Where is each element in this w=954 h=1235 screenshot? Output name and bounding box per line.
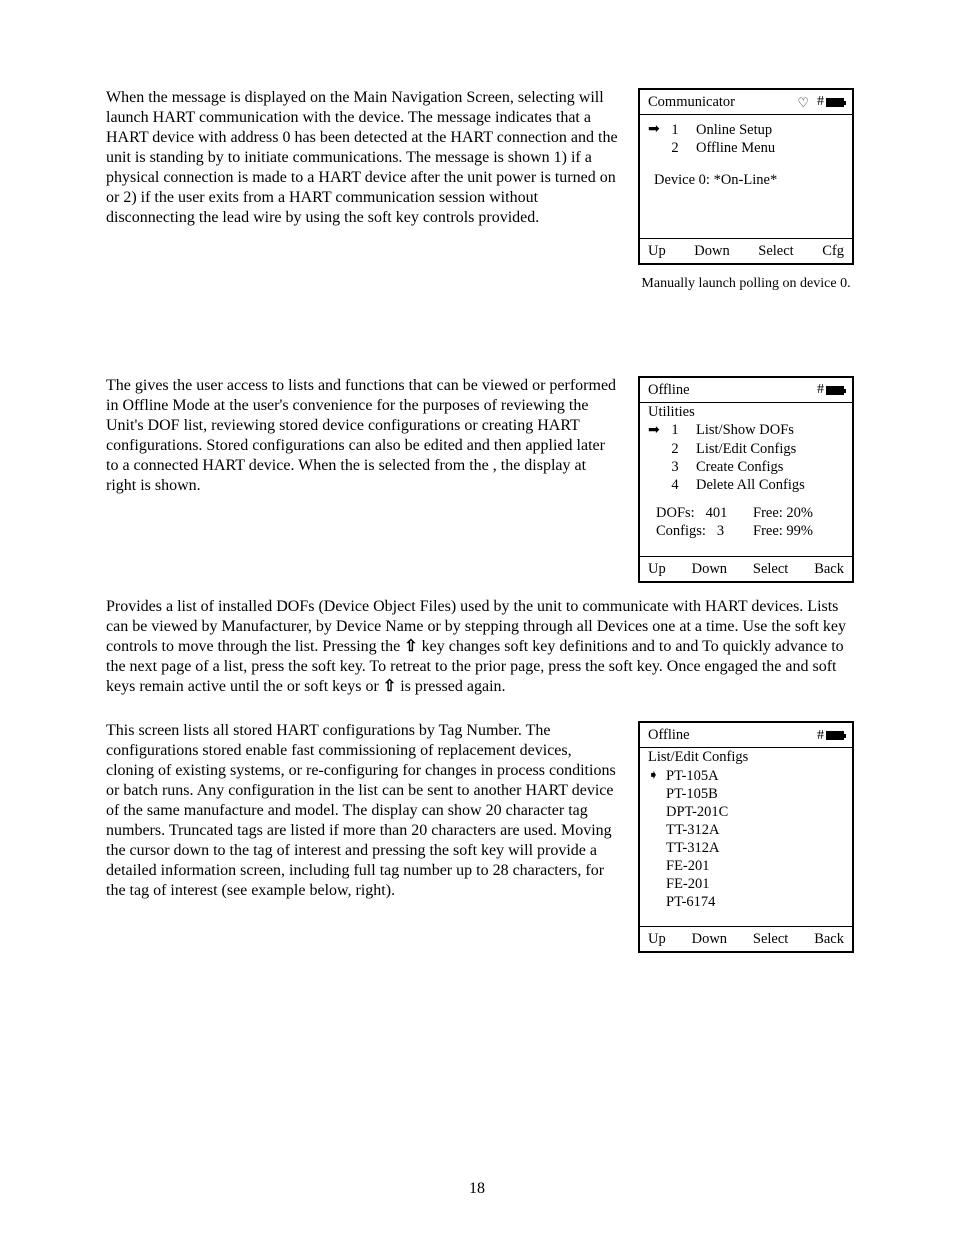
section4-paragraph: This screen lists all stored HART config… [106,721,618,901]
tag-row: ➧PT-105B [648,785,844,803]
screen1-item-num: 1 [666,121,684,139]
screen2-item-1: ➡ 1 List/Show DOFs [648,421,844,439]
screen-offline-utilities: Offline # Utilities ➡ 1 List/Show DOFs [638,376,854,583]
screen1-status: Device 0: *On-Line* [648,171,844,189]
tag-label: TT-312A [666,821,719,839]
screen-communicator: Communicator ♡ # ➡ 1 Online Setup [638,88,854,292]
section1-paragraph: When the message is displayed on the Mai… [106,88,618,228]
tag-row: ➧PT-6174 [648,893,844,911]
section2-paragraph: The gives the user access to lists and f… [106,376,618,496]
screen2-stats: DOFs: 401 Free: 20% Configs: 3 Free: 99% [648,504,844,540]
tag-label: FE-201 [666,875,710,893]
screen2-item-num: 3 [666,458,684,476]
heart-icon: ♡ [797,96,809,109]
screen3-subtitle: List/Edit Configs [640,748,852,766]
screen2-title: Offline [648,381,817,399]
screen3-header: Offline # [640,723,852,748]
tag-label: TT-312A [666,839,719,857]
screen3-title: Offline [648,726,817,744]
softkey-select: Select [753,930,788,948]
screen1-title: Communicator [648,93,797,111]
screen1-item-label: Online Setup [684,121,772,139]
screen1-item-1: ➡ 1 Online Setup [648,121,844,139]
softkey-down: Down [694,242,729,260]
softkey-cfg: Cfg [822,242,844,260]
up-arrow-icon: ⇧ [404,637,417,657]
battery-icon: # [817,727,844,745]
screen2-item-num: 1 [666,421,684,439]
up-arrow-icon: ⇧ [383,677,396,697]
screen2-item-4: ➡ 4 Delete All Configs [648,476,844,494]
screen2-item-label: Create Configs [684,458,783,476]
screen1-item-2: ➡ 2 Offline Menu [648,139,844,157]
softkey-up: Up [648,930,666,948]
screen-offline-configs: Offline # List/Edit Configs ➧PT-105A ➧PT… [638,721,854,952]
screen2-item-2: ➡ 2 List/Edit Configs [648,440,844,458]
softkey-back: Back [814,930,844,948]
softkey-down: Down [692,930,727,948]
screen1-caption: Manually launch polling on device 0. [638,275,854,293]
screen2-item-3: ➡ 3 Create Configs [648,458,844,476]
softkey-up: Up [648,560,666,578]
pointer-icon: ➧ [648,767,666,783]
tag-row: ➧FE-201 [648,875,844,893]
tag-label: PT-105B [666,785,718,803]
tag-row: ➧TT-312A [648,839,844,857]
softkey-back: Back [814,560,844,578]
page-number: 18 [0,1179,954,1199]
tag-label: PT-105A [666,767,719,785]
screen2-item-label: List/Edit Configs [684,440,796,458]
screen1-header: Communicator ♡ # [640,90,852,115]
screen2-header: Offline # [640,378,852,403]
battery-icon: # [817,93,844,111]
screen2-item-num: 2 [666,440,684,458]
softkey-select: Select [753,560,788,578]
tag-label: DPT-201C [666,803,728,821]
screen2-item-num: 4 [666,476,684,494]
tag-label: FE-201 [666,857,710,875]
tag-row: ➧FE-201 [648,857,844,875]
screen2-subtitle: Utilities [640,403,852,421]
screen2-item-label: Delete All Configs [684,476,805,494]
pointer-icon: ➡ [648,422,666,440]
softkey-down: Down [692,560,727,578]
softkey-select: Select [758,242,793,260]
pointer-icon: ➡ [648,121,666,139]
tag-row: ➧TT-312A [648,821,844,839]
screen2-item-label: List/Show DOFs [684,421,794,439]
battery-icon: # [817,381,844,399]
section3-paragraph: Provides a list of installed DOFs (Devic… [106,597,854,697]
screen1-item-num: 2 [666,139,684,157]
tag-row: ➧DPT-201C [648,803,844,821]
tag-row: ➧PT-105A [648,767,844,785]
screen1-item-label: Offline Menu [684,139,775,157]
tag-label: PT-6174 [666,893,715,911]
softkey-up: Up [648,242,666,260]
